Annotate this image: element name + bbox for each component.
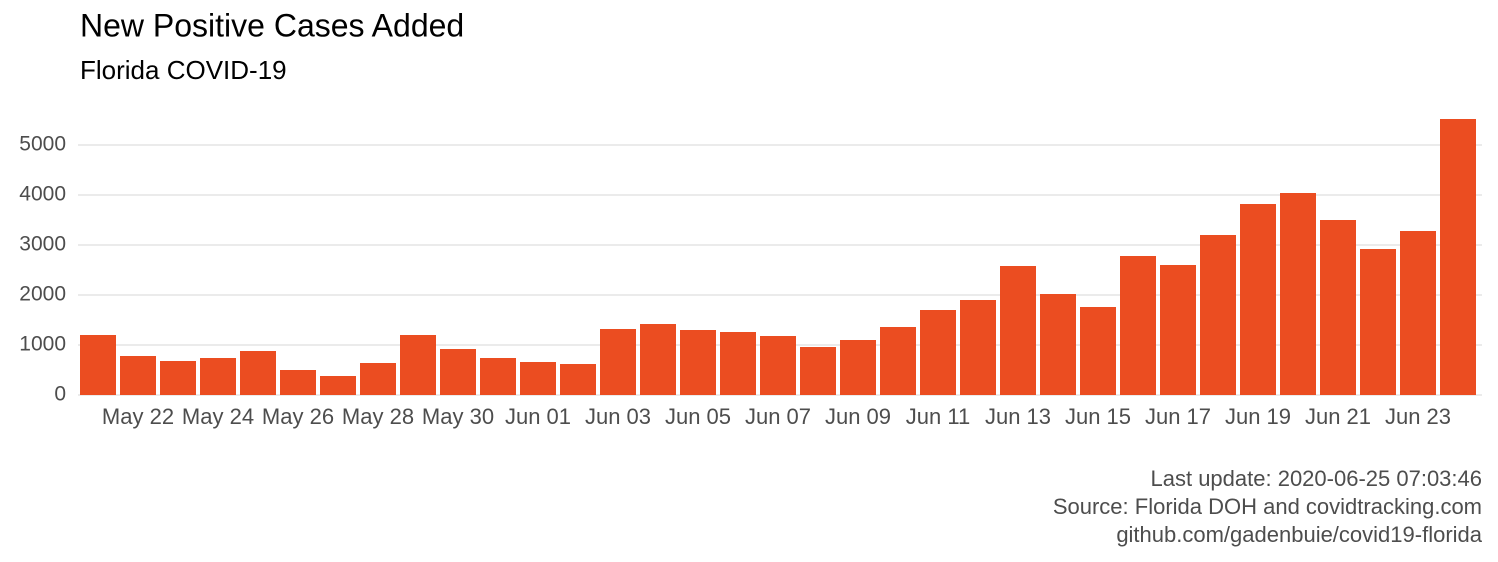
bar [1280, 193, 1316, 395]
x-tick-label: Jun 17 [1144, 404, 1212, 429]
bar [1040, 294, 1076, 395]
bar [1360, 249, 1396, 395]
bar [800, 347, 836, 395]
bar [80, 335, 116, 395]
x-tick-label: May 26 [261, 404, 335, 429]
bar [760, 336, 796, 395]
bar [960, 300, 996, 395]
bar [840, 340, 876, 395]
x-tick-label: Jun 23 [1384, 404, 1452, 429]
chart-title: New Positive Cases Added [80, 7, 464, 43]
bar [1200, 235, 1236, 395]
x-tick-label: Jun 07 [744, 404, 812, 429]
bar [280, 370, 316, 395]
caption: Source: Florida DOH and covidtracking.co… [1052, 494, 1482, 519]
x-tick-label: Jun 01 [504, 404, 572, 429]
x-tick-label: Jun 19 [1224, 404, 1292, 429]
x-tick-label: Jun 05 [664, 404, 732, 429]
bar [240, 351, 276, 395]
bar [1240, 204, 1276, 395]
bar [720, 332, 756, 395]
bar [520, 362, 556, 395]
x-tick-label: May 28 [341, 404, 415, 429]
y-tick-label: 2000 [19, 283, 66, 306]
y-tick-label: 5000 [19, 133, 66, 156]
bar [920, 310, 956, 395]
x-tick-label: Jun 09 [824, 404, 892, 429]
x-tick-label: Jun 15 [1064, 404, 1132, 429]
x-tick-label: Jun 11 [905, 404, 971, 429]
bar [120, 356, 156, 395]
bar [1080, 307, 1116, 395]
x-tick-label: May 22 [101, 404, 175, 429]
bar [200, 358, 236, 395]
bar [1320, 220, 1356, 395]
x-tick-label: May 30 [421, 404, 495, 429]
bar [1400, 231, 1436, 395]
x-tick-label: Jun 21 [1304, 404, 1372, 429]
bar [480, 358, 516, 395]
bar [400, 335, 436, 395]
x-tick-label: May 24 [181, 404, 255, 429]
bar [440, 349, 476, 395]
bar [360, 363, 396, 395]
bar [320, 376, 356, 395]
y-tick-label: 0 [54, 383, 66, 406]
bar [1000, 266, 1036, 395]
bar [1440, 119, 1476, 395]
x-tick-label: Jun 13 [984, 404, 1052, 429]
bar [640, 324, 676, 395]
bar [560, 364, 596, 395]
bar [680, 330, 716, 395]
bar [1120, 256, 1156, 395]
x-tick-label: Jun 03 [584, 404, 652, 429]
bar [880, 327, 916, 395]
y-tick-label: 1000 [19, 333, 66, 356]
chart-subtitle: Florida COVID-19 [80, 55, 287, 85]
bar [600, 329, 636, 395]
caption: github.com/gadenbuie/covid19-florida [1116, 522, 1482, 547]
y-tick-label: 4000 [19, 183, 66, 206]
y-tick-label: 3000 [19, 233, 66, 256]
bar [1160, 265, 1196, 395]
bar [160, 361, 196, 395]
caption: Last update: 2020-06-25 07:03:46 [1150, 466, 1483, 491]
